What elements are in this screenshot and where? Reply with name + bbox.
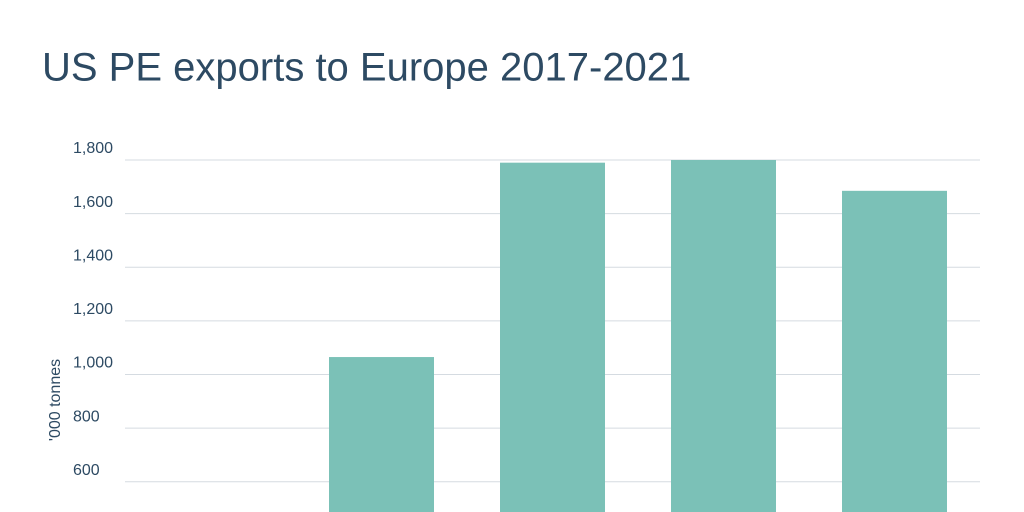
y-tick-label: 800 [73,408,100,425]
y-tick-label: 1,800 [73,140,113,157]
y-tick-label: 1,000 [73,355,113,372]
chart-title: US PE exports to Europe 2017-2021 [42,46,691,90]
y-axis-label: '000 tonnes [47,359,64,441]
y-tick-label: 1,400 [73,247,113,264]
bar [671,160,776,512]
bar [842,190,947,512]
bar [500,162,605,512]
y-tick-label: 1,600 [73,194,113,211]
y-tick-label: 600 [73,462,100,479]
y-tick-label: 1,200 [73,301,113,318]
bar [329,357,434,512]
